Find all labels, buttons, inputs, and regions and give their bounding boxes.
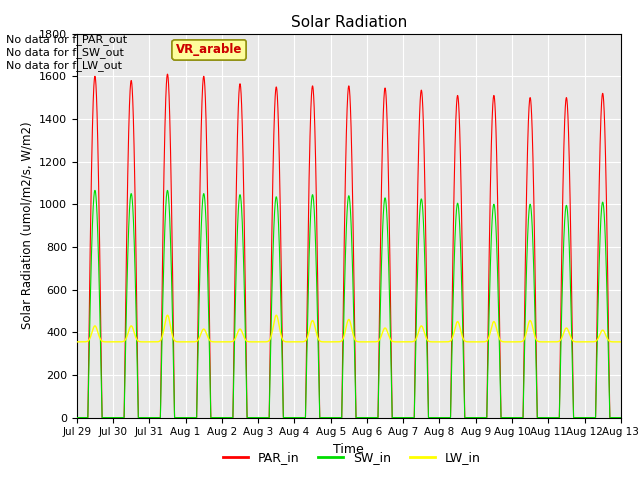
Legend: VR_arable: VR_arable — [172, 39, 246, 60]
Y-axis label: Solar Radiation (umol/m2/s, W/m2): Solar Radiation (umol/m2/s, W/m2) — [20, 122, 33, 329]
Text: No data for f_PAR_out
No data for f_SW_out
No data for f_LW_out: No data for f_PAR_out No data for f_SW_o… — [6, 34, 127, 71]
Title: Solar Radiation: Solar Radiation — [291, 15, 407, 30]
X-axis label: Time: Time — [333, 443, 364, 456]
Legend: PAR_in, SW_in, LW_in: PAR_in, SW_in, LW_in — [218, 446, 486, 469]
